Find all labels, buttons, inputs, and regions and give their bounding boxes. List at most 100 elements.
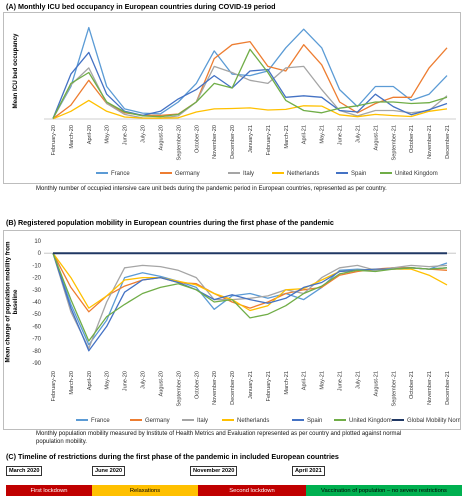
legend-label-spain: Spain xyxy=(351,171,366,177)
series-line-netherlands xyxy=(52,99,448,120)
x-tick-label: November-21 xyxy=(427,371,433,405)
x-tick-label: May-21 xyxy=(320,371,326,390)
x-tick-label: December-21 xyxy=(445,371,451,405)
panel-c-title: (C) Timeline of restrictions during the … xyxy=(6,452,339,461)
restrictions-timeline: March 2020 June 2020 November 2020 April… xyxy=(0,464,466,500)
x-tick-label: February-21 xyxy=(266,125,272,155)
x-tick-label: August-21 xyxy=(373,371,379,397)
series-line-italy xyxy=(52,253,448,350)
x-tick-label: March-21 xyxy=(284,125,290,149)
series-line-france xyxy=(52,26,448,119)
x-tick-label: November-20 xyxy=(212,371,218,405)
series-line-italy xyxy=(52,65,448,120)
x-tick-label: May-20 xyxy=(105,371,111,390)
y-tick-label: 10 xyxy=(34,239,41,245)
x-tick-label: July-20 xyxy=(141,125,147,143)
x-tick-label: July-21 xyxy=(355,125,361,143)
legend-label-germany: Germany xyxy=(145,418,170,424)
x-tick-label: July-20 xyxy=(141,371,147,389)
x-tick-label: October-21 xyxy=(409,125,415,153)
x-tick-label: April-21 xyxy=(302,371,308,390)
x-tick-label: April-20 xyxy=(87,371,93,390)
y-axis-label-line: Mean change of population mobility from xyxy=(5,241,12,362)
milestone-june-2020: June 2020 xyxy=(92,466,126,476)
milestone-november-2020: November 2020 xyxy=(190,466,238,476)
legend-label-italy: Italy xyxy=(197,418,208,424)
y-tick-label: 0 xyxy=(38,251,42,257)
x-tick-label: January-21 xyxy=(248,371,254,399)
series-line-germany xyxy=(52,252,448,313)
icu-chart-frame: Mean ICU bed occupancy February-20 March-2… xyxy=(3,12,461,184)
legend-label-italy: Italy xyxy=(243,171,254,177)
y-tick-label: -50 xyxy=(32,312,41,318)
legend-label-germany: Germany xyxy=(175,171,200,177)
legend-label-spain: Spain xyxy=(307,418,322,424)
legend-label-united-kingdom: United Kingdom xyxy=(395,171,438,177)
x-tick-label: August-20 xyxy=(158,125,164,151)
x-tick-label: October-20 xyxy=(194,125,200,153)
x-tick-label: September-21 xyxy=(391,125,397,160)
x-tick-label: March-20 xyxy=(69,371,75,395)
legend-label-united-kingdom: United Kingdom xyxy=(349,418,392,424)
mobility-chart: Mean change of population mobility fromb… xyxy=(5,239,466,424)
x-tick-label: September-20 xyxy=(176,371,182,406)
x-tick-label: March-21 xyxy=(284,371,290,395)
panel-b-caption: Monthly population mobility measured by … xyxy=(36,431,402,445)
y-axis-label-line: baseline xyxy=(12,289,19,314)
icu-occupancy-chart: Mean ICU bed occupancy February-20 March-2… xyxy=(12,26,456,177)
legend-label-france: France xyxy=(111,171,130,177)
series-line-netherlands xyxy=(52,252,448,312)
x-tick-label: August-21 xyxy=(373,125,379,151)
x-tick-label: September-21 xyxy=(391,371,397,406)
legend-label-france: France xyxy=(91,418,110,424)
panel-a-caption: Monthly number of occupied intensive car… xyxy=(36,186,387,192)
x-tick-label: July-21 xyxy=(355,371,361,389)
mobility-chart-frame: Mean change of population mobility fromb… xyxy=(3,230,466,430)
panel-b-title: (B) Registered population mobility in Eu… xyxy=(6,218,334,227)
phase-vaccination: Vaccination of population – no severe re… xyxy=(306,485,462,496)
series-line-united-kingdom xyxy=(52,252,448,342)
panel-a-title: (A) Monthly ICU bed occupancy in Europea… xyxy=(6,2,276,11)
x-tick-label: December-20 xyxy=(230,125,236,159)
x-tick-label: September-20 xyxy=(176,125,182,160)
x-tick-label: October-20 xyxy=(194,371,200,399)
series-line-spain xyxy=(52,51,448,119)
milestone-march-2020: March 2020 xyxy=(6,466,43,476)
x-tick-label: April-21 xyxy=(302,125,308,144)
x-tick-label: December-20 xyxy=(230,371,236,405)
y-tick-label: -20 xyxy=(32,276,41,282)
x-tick-label: May-21 xyxy=(320,125,326,144)
y-tick-label: -40 xyxy=(32,300,41,306)
x-tick-label: October-21 xyxy=(409,371,415,399)
x-tick-label: November-20 xyxy=(212,125,218,159)
y-axis-label: Mean ICU bed occupancy xyxy=(12,33,19,109)
x-tick-label: February-20 xyxy=(51,125,57,155)
x-tick-label: August-20 xyxy=(158,371,164,397)
x-tick-label: June-21 xyxy=(338,371,344,391)
phase-first-lockdown: First lockdown xyxy=(6,485,92,496)
y-tick-label: -90 xyxy=(32,361,41,367)
x-tick-label: May-20 xyxy=(105,125,111,144)
x-tick-label: December-21 xyxy=(445,125,451,159)
x-tick-label: January-21 xyxy=(248,125,254,153)
legend-label-global-mobility-normal: Global Mobility Normal xyxy=(407,418,460,424)
phase-relaxations: Relaxations xyxy=(92,485,198,496)
series-line-united-kingdom xyxy=(52,48,448,119)
x-tick-label: November-21 xyxy=(427,125,433,159)
x-tick-label: April-20 xyxy=(87,125,93,144)
x-tick-label: March-20 xyxy=(69,125,75,149)
milestone-april-2021: April 2021 xyxy=(292,466,325,476)
x-tick-label: February-20 xyxy=(51,371,57,401)
x-tick-label: June-21 xyxy=(338,125,344,145)
y-tick-label: -60 xyxy=(32,324,41,330)
y-tick-label: -30 xyxy=(32,288,41,294)
phase-second-lockdown: Second lockdown xyxy=(198,485,306,496)
y-tick-label: -70 xyxy=(32,337,41,343)
x-tick-label: June-20 xyxy=(123,371,129,391)
y-axis-label: Mean change of population mobility fromb… xyxy=(5,241,20,362)
x-tick-label: February-21 xyxy=(266,371,272,401)
x-tick-label: June-20 xyxy=(123,125,129,145)
y-tick-label: -80 xyxy=(32,349,41,355)
legend-label-netherlands: Netherlands xyxy=(287,171,319,177)
series-line-spain xyxy=(52,252,448,352)
